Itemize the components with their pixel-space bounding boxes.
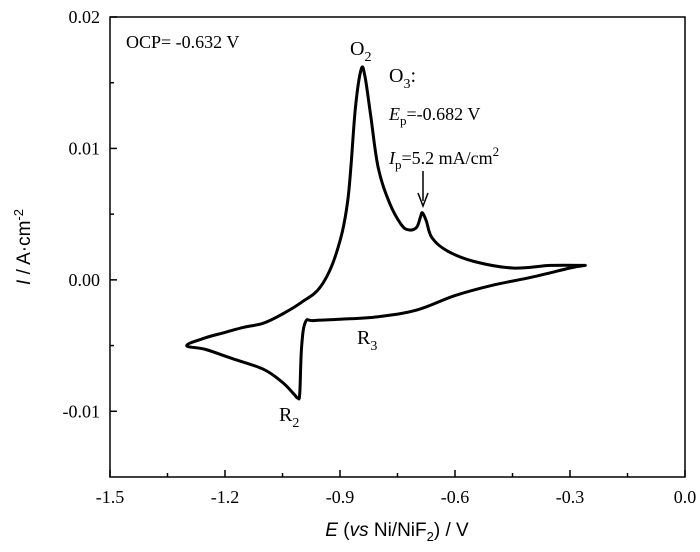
x-tick-label: -1.5 [96,487,125,507]
ep-label: Ep=-0.682 V [388,104,480,128]
y-tick-label: 0.00 [69,270,101,290]
x-tick-label: -0.6 [441,487,470,507]
r2-peak-label: R2 [279,404,299,431]
ip-arrow [417,171,429,209]
o2-peak-label: O2 [350,38,371,65]
r3-peak-label: R3 [357,327,377,354]
ip-label: Ip=5.2 mA/cm2 [388,144,499,172]
x-tick-label: 0.0 [674,487,697,507]
y-axis-label: I / A·cm-2 [11,209,35,285]
x-axis-label: E (vs Ni/NiF2) / V [325,520,469,544]
axis-ticks [109,16,686,477]
y-tick-label: 0.02 [69,7,101,27]
x-tick-label: -1.2 [211,487,240,507]
cv-curve [185,65,587,401]
ocp-label: OCP= -0.632 V [126,32,239,52]
y-tick-label: 0.01 [69,138,101,158]
x-tick-label: -0.9 [326,487,355,507]
axis-tick-labels: -1.5 -1.2 -0.9 -0.6 -0.3 0.0 -0.01 0.00 0.01 0.02 [63,7,697,507]
y-tick-label: -0.01 [63,401,101,421]
x-tick-label: -0.3 [556,487,585,507]
o3-peak-label: O3: [389,65,416,92]
